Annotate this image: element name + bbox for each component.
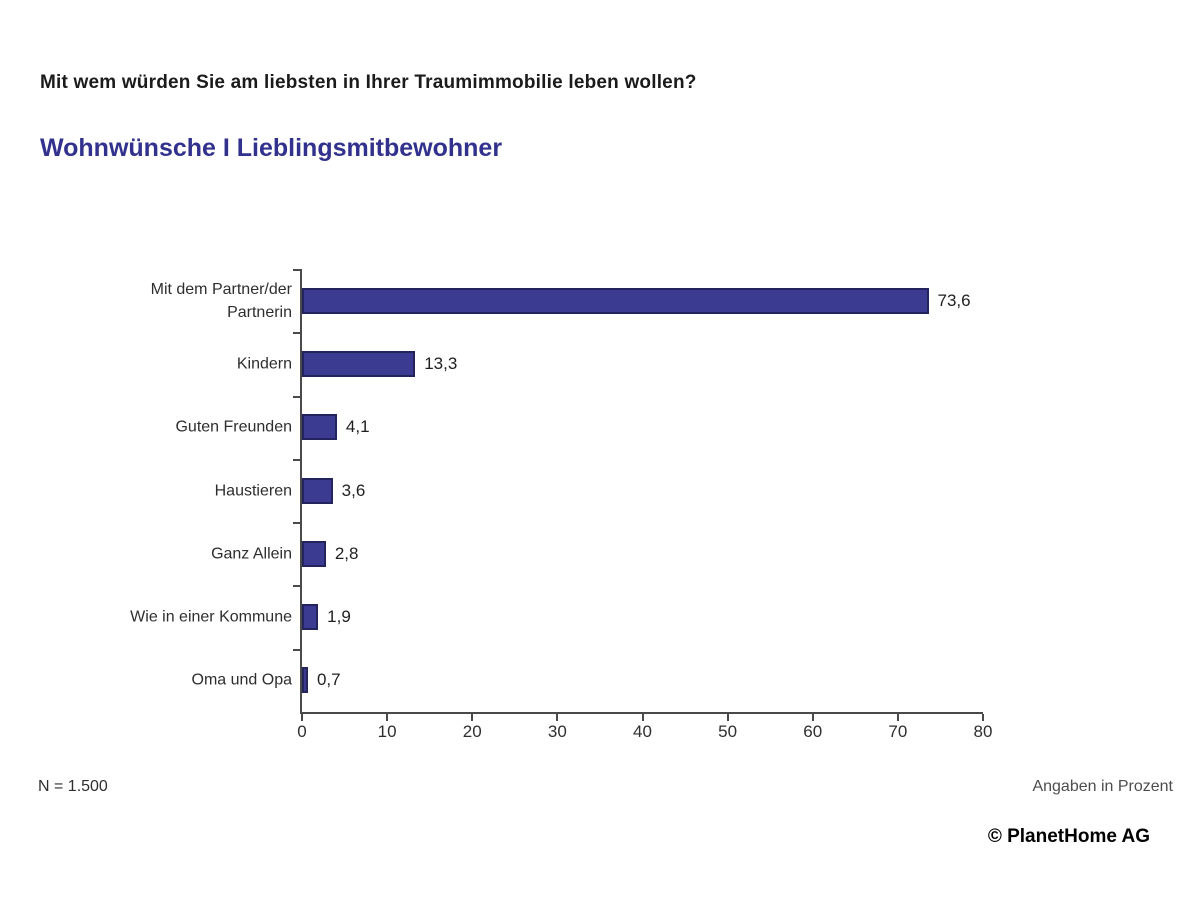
bar [302,287,929,314]
category-label: Haustieren [214,481,292,499]
bar-value-label: 1,9 [327,607,351,627]
bar [302,350,416,377]
x-axis-tick [982,714,984,721]
x-axis-tick [726,714,729,721]
y-axis-tick [293,648,301,651]
bar [302,414,337,441]
x-axis-tick [556,714,559,721]
bar [302,667,308,694]
x-axis-tick-label: 80 [973,722,993,741]
x-axis-tick [471,714,474,721]
y-axis-tick [293,269,301,271]
bar-value-label: 3,6 [341,480,366,500]
category-label: Mit dem Partner/der Partnerin [150,280,292,321]
y-axis-tick [293,458,301,461]
x-axis-tick-label: 50 [718,722,738,741]
unit-note: Angaben in Prozent [1032,778,1173,795]
bar-value-label: 0,7 [316,670,341,690]
x-axis-tick [386,714,389,721]
category-label: Oma und Opa [191,671,293,689]
x-axis-line [300,712,983,714]
x-axis-tick-label: 70 [888,722,908,741]
copyright-note: © PlanetHome AG [987,826,1150,847]
x-axis-tick-label: 30 [547,722,567,741]
bar-value-label: 73,6 [937,290,971,310]
x-axis-tick [641,714,644,721]
y-axis-tick [293,332,301,335]
y-axis-line [300,269,302,714]
y-axis-tick [293,395,301,398]
sample-size-note: N = 1.500 [38,778,108,795]
category-label: Ganz Allein [211,545,292,563]
x-axis-tick-label: 60 [803,722,823,741]
bar [302,477,333,504]
x-axis-tick-label: 0 [297,722,307,741]
bar-value-label: 13,3 [424,353,458,373]
y-axis-tick [293,522,301,525]
category-label: Kindern [236,355,292,373]
x-axis-tick [896,714,899,721]
category-label: Guten Freunden [175,418,292,436]
bar [302,604,319,631]
y-axis-tick [293,585,301,588]
category-label: Wie in einer Kommune [130,608,292,626]
bar-value-label: 2,8 [334,543,359,563]
x-axis-tick-label: 10 [377,722,397,741]
x-axis-tick [301,714,303,721]
page-title: Wohnwünsche I Lieblingsmitbewohner [40,134,503,162]
bar-value-label: 4,1 [345,417,370,437]
x-axis-tick-label: 20 [462,722,482,741]
question-title: Mit wem würden Sie am liebsten in Ihrer … [40,72,697,93]
x-axis-tick-label: 40 [633,722,652,741]
x-axis-tick [811,714,814,721]
bar [302,540,326,567]
